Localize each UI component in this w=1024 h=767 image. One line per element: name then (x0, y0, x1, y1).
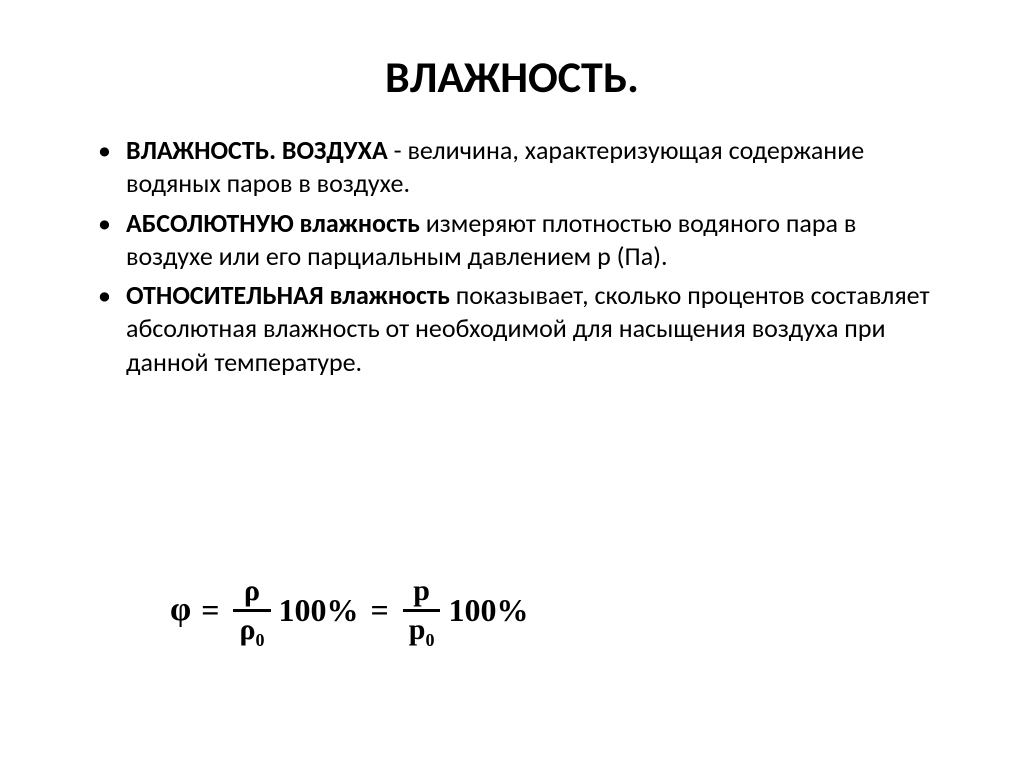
rho-denominator: ρ0 (233, 614, 270, 646)
hundred-percent: 100% (277, 592, 363, 629)
slide: ВЛАЖНОСТЬ. ВЛАЖНОСТЬ. ВОЗДУХА - величина… (0, 0, 1024, 767)
rho0-base: ρ (239, 613, 255, 646)
rho-numerator: ρ (238, 575, 266, 607)
p0-sub: 0 (425, 630, 434, 650)
bullet-lead: ОТНОСИТЕЛЬНАЯ влажность (126, 279, 450, 311)
p-numerator: p (407, 575, 436, 607)
bullet-list: ВЛАЖНОСТЬ. ВОЗДУХА - величина, характери… (90, 134, 934, 379)
p-denominator: p0 (403, 614, 441, 646)
equals-sign: = (193, 592, 227, 629)
bullet-lead: АБСОЛЮТНУЮ влажность (126, 207, 420, 239)
list-item: ВЛАЖНОСТЬ. ВОЗДУХА - величина, характери… (98, 134, 934, 201)
rho0-sub: 0 (256, 630, 265, 650)
p-fraction: p p0 (403, 575, 441, 645)
fraction-bar (403, 609, 441, 612)
rho-fraction: ρ ρ0 (233, 575, 270, 645)
fraction-bar (233, 609, 270, 612)
hundred-percent: 100% (446, 592, 532, 629)
p0-base: p (409, 613, 426, 646)
list-item: АБСОЛЮТНУЮ влажность измеряют плотностью… (98, 207, 934, 274)
equals-sign: = (363, 592, 397, 629)
phi-symbol: φ (168, 591, 193, 629)
page-title: ВЛАЖНОСТЬ. (90, 50, 934, 104)
list-item: ОТНОСИТЕЛЬНАЯ влажность показывает, скол… (98, 279, 934, 379)
humidity-formula: φ = ρ ρ0 100% = p p0 100% (168, 575, 532, 645)
bullet-lead: ВЛАЖНОСТЬ. ВОЗДУХА (126, 134, 388, 166)
